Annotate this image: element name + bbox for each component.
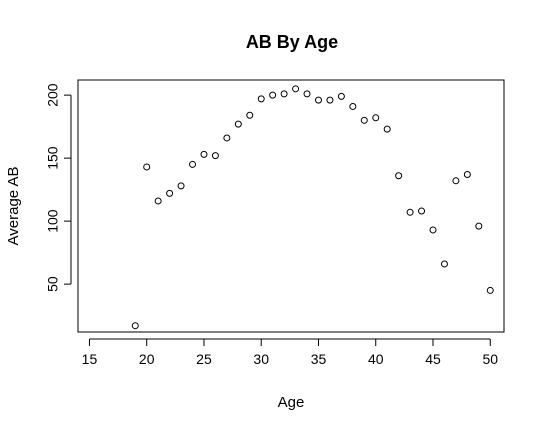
data-point (418, 207, 426, 215)
x-axis-label: Age (278, 394, 305, 411)
data-point (349, 102, 357, 110)
data-point (440, 260, 448, 268)
data-point (166, 189, 174, 197)
data-point (280, 90, 288, 98)
y-axis-label: Average AB (5, 167, 22, 246)
x-tick-label: 30 (253, 351, 269, 367)
data-point (463, 171, 471, 178)
chart-title: AB By Age (246, 32, 338, 52)
data-point (177, 182, 185, 190)
data-point (234, 120, 242, 128)
data-point (200, 150, 208, 158)
data-point (257, 95, 265, 103)
data-point (314, 96, 322, 104)
y-axis: 50 100 150 200 (45, 83, 72, 292)
x-tick-label: 45 (425, 351, 441, 367)
plot-frame (77, 79, 505, 333)
data-point (223, 134, 231, 142)
data-point (372, 114, 380, 122)
data-point (486, 286, 494, 294)
data-point (189, 160, 197, 168)
x-tick-label: 25 (196, 351, 212, 367)
data-point (383, 125, 391, 133)
data-point (475, 222, 483, 230)
data-point (246, 111, 254, 119)
data-point (406, 208, 414, 216)
data-point (292, 85, 300, 93)
x-axis: 15 20 25 30 35 40 45 50 (82, 338, 498, 367)
y-tick-label: 200 (45, 83, 61, 107)
data-point (211, 152, 219, 160)
y-tick-label: 150 (45, 146, 61, 170)
data-point (143, 163, 151, 171)
data-point (452, 177, 460, 185)
y-tick-label: 100 (45, 209, 61, 233)
data-point (269, 91, 277, 99)
x-tick-label: 15 (82, 351, 98, 367)
x-tick-label: 40 (368, 351, 384, 367)
data-point (360, 116, 368, 124)
data-point (337, 92, 345, 100)
data-point (326, 96, 334, 104)
data-point (395, 172, 403, 180)
data-point (303, 90, 311, 98)
y-tick-label: 50 (45, 276, 61, 292)
data-point (131, 322, 139, 330)
x-tick-label: 20 (139, 351, 155, 367)
data-point (154, 197, 162, 205)
x-tick-label: 35 (311, 351, 327, 367)
data-point (429, 226, 437, 234)
data-points (131, 85, 494, 330)
x-tick-label: 50 (482, 351, 498, 367)
